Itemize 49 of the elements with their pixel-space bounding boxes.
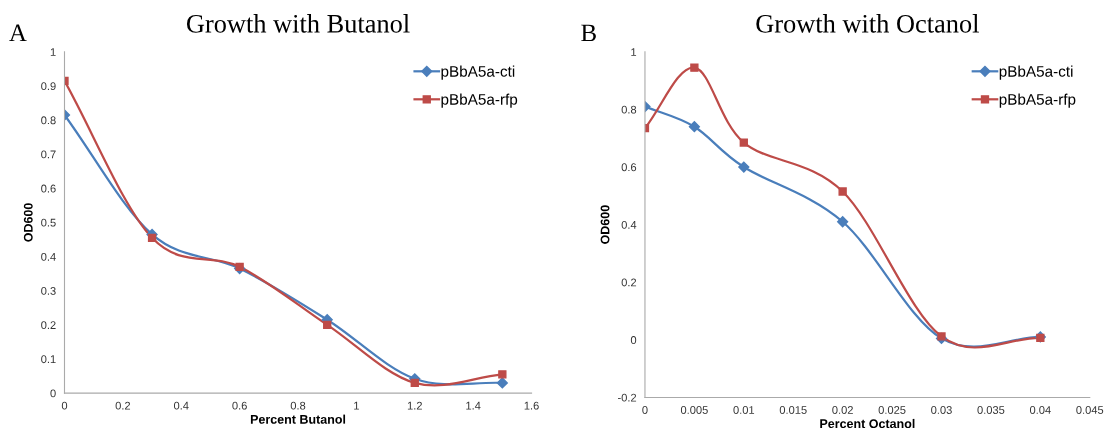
x-tick-label: 0.015 <box>779 406 807 414</box>
text: B <box>581 24 596 42</box>
y-tick-label: -0.2 <box>617 393 637 402</box>
y-tick-label: 0.8 <box>621 105 637 114</box>
y-axis-title: OD600 <box>600 205 610 244</box>
x-tick-label: 0.8 <box>290 401 306 410</box>
y-tick-label: 0.8 <box>41 116 56 125</box>
y-tick-label: 0.5 <box>41 218 56 227</box>
legend-label: pBbA5a-cti <box>999 65 1073 80</box>
legend-label: pBbA5a-rfp <box>999 93 1076 108</box>
x-axis-title: Percent Butanol <box>250 414 346 424</box>
y-tick-label: 0.9 <box>41 82 56 91</box>
y-tick-label: 1 <box>631 48 637 56</box>
y-tick-label: 0.2 <box>41 321 56 329</box>
x-tick-label: 1.6 <box>524 401 539 410</box>
x-tick-label: 0.2 <box>115 401 131 410</box>
y-tick-label: 0 <box>630 336 637 344</box>
x-tick-label: 0.025 <box>878 406 906 414</box>
legend-label: pBbA5a-cti <box>441 65 515 80</box>
x-tick-label: 0.01 <box>733 406 755 414</box>
x-tick-label: 0.005 <box>680 406 708 414</box>
x-tick-label: 0.4 <box>173 401 189 410</box>
y-tick-label: 0.4 <box>41 252 56 261</box>
chart-title: Growth with Octanol <box>756 14 979 33</box>
x-tick-label: 0.02 <box>832 406 853 414</box>
x-tick-label: 0.045 <box>1076 406 1104 414</box>
chart-title: Growth with Butanol <box>186 14 410 33</box>
y-axis-title: OD600 <box>23 203 33 242</box>
x-tick-label: 0.035 <box>977 406 1005 414</box>
y-tick-label: 0.4 <box>621 220 637 229</box>
x-tick-label: 1.2 <box>407 401 422 410</box>
x-tick-label: 0.6 <box>232 401 247 410</box>
x-axis-title: Percent Octanol <box>820 418 915 429</box>
y-tick-label: 1 <box>50 48 56 56</box>
x-tick-label: 0 <box>642 406 648 414</box>
y-tick-label: 0.6 <box>41 184 56 193</box>
x-tick-label: 1 <box>354 401 359 410</box>
legend-label: pBbA5a-rfp <box>441 93 518 108</box>
y-tick-label: 0.2 <box>621 278 637 287</box>
x-tick-label: 1.4 <box>466 401 481 410</box>
x-tick-label: 0.03 <box>931 406 952 414</box>
y-tick-label: 0.6 <box>621 163 637 172</box>
y-tick-label: 0.1 <box>41 355 56 364</box>
x-tick-label: 0.04 <box>1029 406 1051 414</box>
y-tick-label: 0 <box>50 389 56 398</box>
y-tick-label: 0.7 <box>41 150 56 159</box>
y-tick-label: 0.3 <box>41 287 56 295</box>
x-tick-label: 0 <box>61 401 68 410</box>
text: A <box>9 24 27 42</box>
